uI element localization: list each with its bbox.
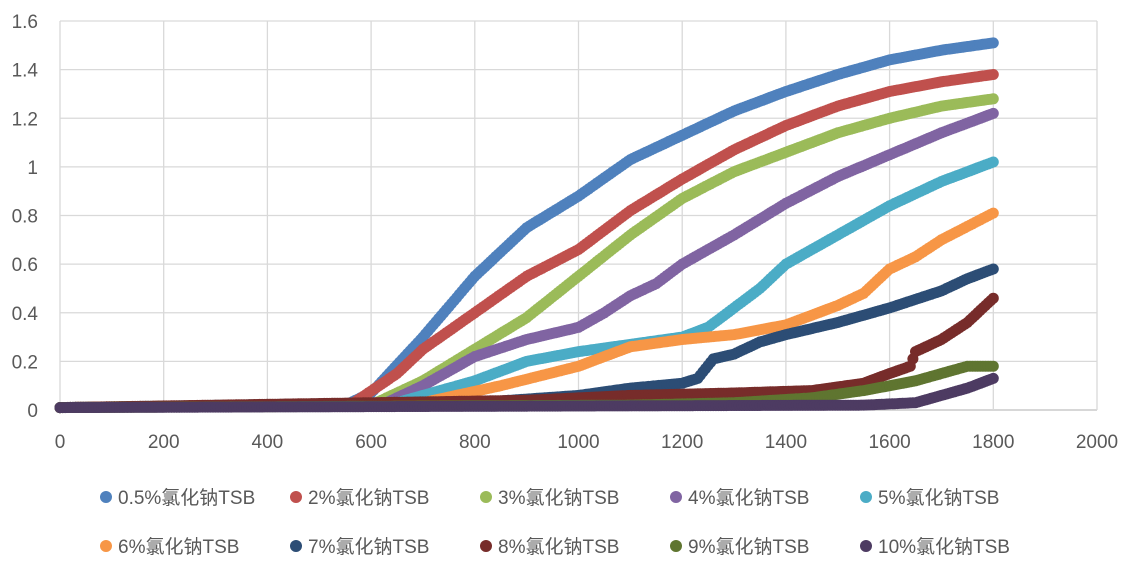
y-tick-label: 0.2	[12, 352, 38, 373]
legend-label: 8%氯化钠TSB	[498, 536, 619, 558]
x-tick-label: 2000	[1076, 432, 1118, 453]
x-axis-ticks: 0 200 400 600 800 1000 1200 1400 1600 1800 2000	[55, 432, 1118, 453]
series-10	[54, 372, 999, 414]
legend-label: 6%氯化钠TSB	[118, 536, 239, 558]
legend-item: 2%氯化钠TSB	[290, 487, 429, 509]
legend-marker	[100, 491, 112, 503]
data-point	[987, 93, 999, 105]
legend-marker	[860, 540, 872, 552]
legend-marker	[860, 491, 872, 503]
y-tick-label: 1	[27, 158, 38, 179]
legend-marker	[480, 491, 492, 503]
x-tick-label: 0	[55, 432, 66, 453]
data-point	[987, 292, 999, 304]
y-tick-label: 1.2	[12, 109, 38, 130]
legend-item: 0.5%氯化钠TSB	[100, 487, 255, 509]
x-tick-label: 800	[459, 432, 491, 453]
legend-item: 8%氯化钠TSB	[480, 536, 619, 558]
data-point	[987, 107, 999, 119]
legend-label: 3%氯化钠TSB	[498, 487, 619, 509]
y-tick-label: 0.6	[12, 255, 38, 276]
series-4	[54, 107, 999, 414]
data-point	[987, 263, 999, 275]
data-point	[987, 360, 999, 372]
legend-label: 10%氯化钠TSB	[878, 536, 1010, 558]
legend-label: 2%氯化钠TSB	[308, 487, 429, 509]
data-point	[987, 69, 999, 80]
legend-item: 10%氯化钠TSB	[860, 536, 1010, 558]
x-tick-label: 1000	[557, 432, 599, 453]
legend-marker	[100, 540, 112, 552]
data-series	[54, 37, 999, 414]
legend-item: 9%氯化钠TSB	[670, 536, 809, 558]
data-point	[987, 37, 999, 49]
legend-label: 9%氯化钠TSB	[688, 536, 809, 558]
x-tick-label: 400	[252, 432, 284, 453]
legend-item: 6%氯化钠TSB	[100, 536, 239, 558]
y-tick-label: 0.8	[12, 207, 38, 228]
y-tick-label: 1.6	[12, 12, 38, 33]
x-tick-label: 1800	[972, 432, 1014, 453]
legend-label: 4%氯化钠TSB	[688, 487, 809, 509]
y-tick-label: 0	[27, 401, 38, 422]
legend-item: 7%氯化钠TSB	[290, 536, 429, 558]
legend-marker	[670, 491, 682, 503]
x-tick-label: 200	[148, 432, 180, 453]
legend-item: 4%氯化钠TSB	[670, 487, 809, 509]
legend-item: 3%氯化钠TSB	[480, 487, 619, 509]
x-tick-label: 1600	[868, 432, 910, 453]
legend-label: 5%氯化钠TSB	[878, 487, 999, 509]
legend-item: 5%氯化钠TSB	[860, 487, 999, 509]
y-tick-label: 0.4	[12, 304, 39, 325]
y-axis-ticks: 0 0.2 0.4 0.6 0.8 1 1.2 1.4 1.6	[12, 12, 39, 422]
legend-marker	[670, 540, 682, 552]
legend: 0.5%氯化钠TSB 2%氯化钠TSB 3%氯化钠TSB 4%氯化钠TSB 5%氯化钠T…	[100, 487, 1010, 558]
data-point	[987, 156, 999, 168]
legend-marker	[290, 491, 302, 503]
legend-label: 7%氯化钠TSB	[308, 536, 429, 558]
y-tick-label: 1.4	[12, 61, 39, 82]
x-tick-label: 1200	[661, 432, 703, 453]
legend-marker	[480, 540, 492, 552]
data-point	[987, 372, 999, 384]
legend-label: 0.5%氯化钠TSB	[118, 487, 255, 509]
data-point	[987, 207, 999, 219]
x-tick-label: 600	[355, 432, 387, 453]
legend-marker	[290, 540, 302, 552]
x-tick-label: 1400	[765, 432, 807, 453]
